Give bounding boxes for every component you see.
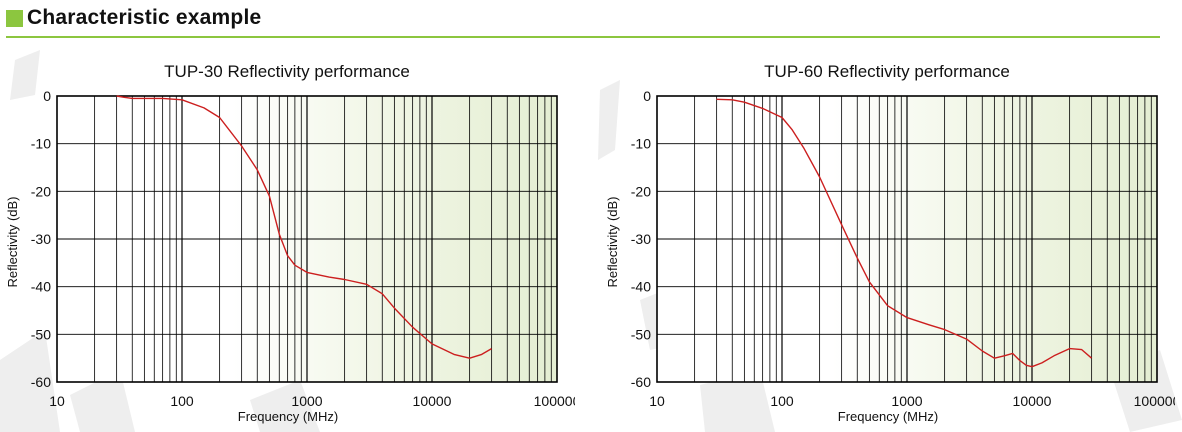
y-tick-label: -30 [31, 231, 51, 247]
y-tick-label: -60 [631, 374, 651, 390]
x-axis-label: Frequency (MHz) [238, 409, 338, 424]
x-tick-label: 10000 [1013, 393, 1052, 409]
section-header: Characteristic example [6, 3, 261, 33]
y-tick-label: -30 [631, 231, 651, 247]
x-tick-label: 10 [49, 393, 65, 409]
y-tick-label: 0 [43, 88, 51, 104]
x-tick-label: 1000 [291, 393, 322, 409]
y-tick-label: -10 [31, 136, 51, 152]
chart-tup60: TUP-60 Reflectivity performance 10 100 1000… [600, 40, 1175, 432]
y-tick-label: -50 [31, 326, 51, 342]
y-tick-label: -40 [631, 279, 651, 295]
x-axis-label: Frequency (MHz) [838, 409, 938, 424]
y-axis-label: Reflectivity (dB) [605, 196, 620, 287]
y-axis-label: Reflectivity (dB) [5, 196, 20, 287]
y-tick-label: -60 [31, 374, 51, 390]
chart-svg: TUP-60 Reflectivity performance 10 100 1000… [605, 62, 1175, 424]
section-title: Characteristic example [27, 6, 262, 29]
chart-title: TUP-30 Reflectivity performance [164, 62, 410, 81]
y-tick-label: -50 [631, 326, 651, 342]
chart-tup30: TUP-30 Reflectivity performance 10 100 1000… [0, 40, 575, 432]
y-tick-label: -20 [31, 183, 51, 199]
x-tick-label: 100 [770, 393, 794, 409]
series-line [116, 95, 492, 359]
x-tick-label: 10 [649, 393, 665, 409]
header-square-icon [6, 9, 23, 27]
x-tick-label: 10000 [413, 393, 452, 409]
series-line [716, 98, 1093, 368]
x-tick-label: 100 [170, 393, 194, 409]
plot-frame [656, 95, 1158, 383]
x-tick-label: 1000 [891, 393, 922, 409]
chart-svg: TUP-30 Reflectivity performance 10 100 1000… [5, 62, 575, 424]
y-tick-label: -10 [631, 136, 651, 152]
y-tick-label: -20 [631, 183, 651, 199]
header-rule [6, 36, 1160, 38]
plot-frame [56, 95, 558, 383]
y-tick-label: 0 [643, 88, 651, 104]
chart-title: TUP-60 Reflectivity performance [764, 62, 1010, 81]
y-tick-label: -40 [31, 279, 51, 295]
